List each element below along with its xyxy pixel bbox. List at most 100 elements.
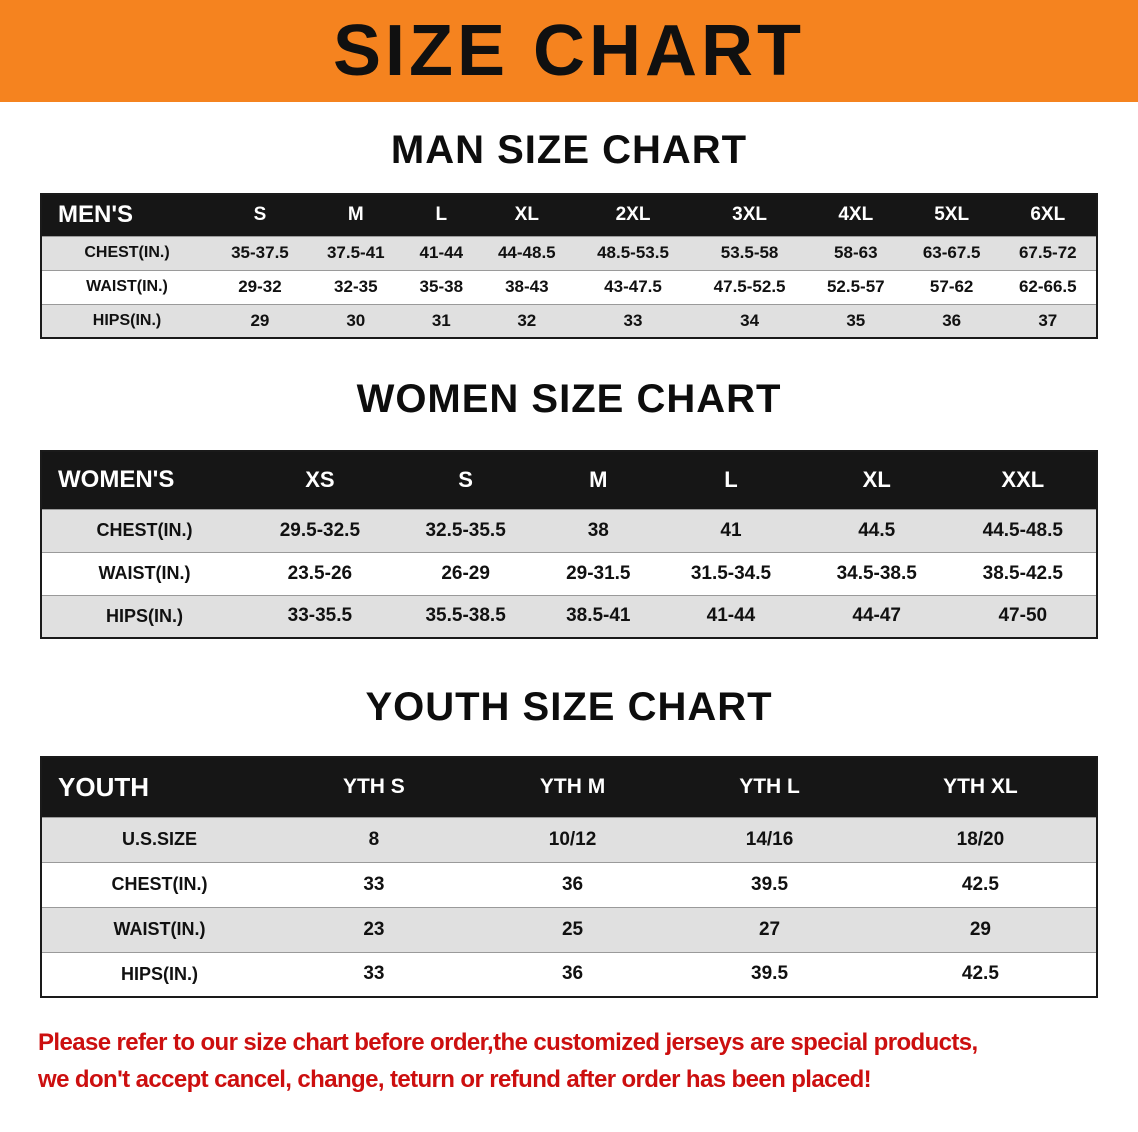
column-header: XL [514, 204, 539, 226]
size-value-cell: 38.5-42.5 [949, 551, 1097, 595]
table-header-row: YOUTH YTH S YTH M YTH L YTH XL [41, 757, 1097, 817]
size-value-cell: 34.5-38.5 [803, 551, 950, 595]
table-row: CHEST(IN.) 29.5-32.5 32.5-35.5 38 41 44.5 44.5… [41, 508, 1097, 552]
size-value-cell: 23 [277, 906, 471, 952]
size-value-cell: 63-67.5 [903, 235, 1000, 270]
size-value-cell: 44-48.5 [478, 235, 575, 270]
table-row: CHEST(IN.) 35-37.5 37.5-41 41-44 44-48.5 48.5… [41, 235, 1097, 270]
column-header: YTH XL [943, 775, 1018, 799]
column-header: M [347, 204, 364, 226]
mens-size-table: MEN'S S M L XL 2XL 3XL 4XL 5XL 6XL CHEST(IN.) 35-37… [40, 193, 1098, 339]
table-row: CHEST(IN.) 33 36 39.5 42.5 [41, 861, 1097, 907]
row-label: WAIST(IN.) [41, 269, 212, 304]
size-value-cell: 31.5-34.5 [658, 551, 804, 595]
youth-size-section: YOUTH SIZE CHART YOUTH YTH S YTH M YTH L YTH… [0, 685, 1138, 998]
size-value-cell: 33 [574, 303, 692, 338]
table-header-row: WOMEN'S XS S M L XL XXL [41, 451, 1097, 509]
row-label: CHEST(IN.) [41, 508, 247, 552]
size-value-cell: 29.5-32.5 [247, 508, 393, 552]
size-value-cell: 35-37.5 [212, 235, 308, 270]
size-value-cell: 32 [478, 303, 575, 338]
table-row: HIPS(IN.) 33-35.5 35.5-38.5 38.5-41 41-44 44-… [41, 594, 1097, 638]
man-size-section: MAN SIZE CHART MEN'S S M L XL 2XL 3XL 4XL 5XL 6XL… [0, 128, 1138, 339]
column-header: 5XL [934, 204, 970, 226]
column-header: YTH S [342, 775, 405, 799]
size-value-cell: 37 [999, 303, 1097, 338]
table-header-row: MEN'S S M L XL 2XL 3XL 4XL 5XL 6XL [41, 194, 1097, 236]
size-value-cell: 48.5-53.5 [574, 235, 692, 270]
column-header: L [724, 467, 738, 493]
size-value-cell: 34 [691, 303, 808, 338]
size-value-cell: 43-47.5 [574, 269, 692, 304]
size-value-cell: 44-47 [803, 594, 950, 638]
size-value-cell: 25 [470, 906, 675, 952]
size-value-cell: 23.5-26 [247, 551, 393, 595]
column-header: 2XL [615, 204, 651, 226]
size-value-cell: 35.5-38.5 [392, 594, 539, 638]
size-value-cell: 39.5 [674, 951, 865, 997]
size-value-cell: 39.5 [674, 861, 865, 907]
table-row: WAIST(IN.) 23 25 27 29 [41, 906, 1097, 952]
size-value-cell: 47.5-52.5 [691, 269, 808, 304]
size-value-cell: 26-29 [392, 551, 539, 595]
youth-size-table: YOUTH YTH S YTH M YTH L YTH XL U.S.SIZE 8 10/12… [40, 756, 1098, 998]
size-value-cell: 29 [212, 303, 308, 338]
size-value-cell: 31 [403, 303, 479, 338]
women-size-heading: WOMEN SIZE CHART [356, 377, 782, 421]
size-value-cell: 44.5-48.5 [949, 508, 1097, 552]
size-value-cell: 38-43 [478, 269, 575, 304]
size-value-cell: 47-50 [949, 594, 1097, 638]
size-value-cell: 41-44 [403, 235, 479, 270]
row-label: WAIST(IN.) [41, 906, 277, 952]
size-value-cell: 30 [307, 303, 404, 338]
column-header: XL [862, 467, 891, 493]
size-value-cell: 32-35 [307, 269, 404, 304]
table-corner-label: WOMEN'S [58, 466, 175, 494]
size-value-cell: 44.5 [803, 508, 950, 552]
row-label: HIPS(IN.) [41, 951, 277, 997]
column-header: S [458, 467, 473, 493]
size-value-cell: 58-63 [807, 235, 904, 270]
row-label: U.S.SIZE [41, 816, 277, 862]
size-value-cell: 33 [277, 861, 471, 907]
column-header: 3XL [732, 204, 767, 226]
size-value-cell: 38 [538, 508, 659, 552]
size-value-cell: 29-31.5 [538, 551, 659, 595]
disclaimer-text: Please refer to our size chart before or… [38, 1024, 1100, 1098]
table-corner-label: YOUTH [58, 771, 149, 802]
size-value-cell: 67.5-72 [999, 235, 1097, 270]
column-header: L [435, 204, 448, 226]
size-value-cell: 33-35.5 [247, 594, 393, 638]
table-row: WAIST(IN.) 29-32 32-35 35-38 38-43 43-47.5 47.… [41, 269, 1097, 304]
man-size-heading: MAN SIZE CHART [390, 128, 748, 172]
women-size-section: WOMEN SIZE CHART WOMEN'S XS S M L XL XXL CHEST(… [0, 377, 1138, 639]
size-value-cell: 27 [674, 906, 865, 952]
size-value-cell: 32.5-35.5 [392, 508, 539, 552]
size-value-cell: 29-32 [212, 269, 308, 304]
column-header: 6XL [1030, 204, 1066, 226]
table-row: U.S.SIZE 8 10/12 14/16 18/20 [41, 816, 1097, 862]
size-value-cell: 35 [807, 303, 904, 338]
column-header: M [589, 467, 608, 493]
size-value-cell: 62-66.5 [999, 269, 1097, 304]
row-label: CHEST(IN.) [41, 235, 212, 270]
size-value-cell: 10/12 [470, 816, 675, 862]
size-value-cell: 53.5-58 [691, 235, 808, 270]
page-title: SIZE CHART [333, 11, 805, 91]
table-row: HIPS(IN.) 33 36 39.5 42.5 [41, 951, 1097, 997]
size-value-cell: 29 [864, 906, 1097, 952]
size-value-cell: 35-38 [403, 269, 479, 304]
column-header: XS [305, 467, 335, 493]
size-value-cell: 57-62 [903, 269, 1000, 304]
size-value-cell: 36 [470, 861, 675, 907]
size-value-cell: 41 [658, 508, 804, 552]
column-header: S [253, 204, 267, 226]
youth-size-heading: YOUTH SIZE CHART [365, 685, 773, 729]
column-header: YTH L [739, 775, 800, 799]
size-value-cell: 18/20 [864, 816, 1097, 862]
size-value-cell: 8 [277, 816, 471, 862]
size-value-cell: 14/16 [674, 816, 865, 862]
size-value-cell: 38.5-41 [538, 594, 659, 638]
size-value-cell: 36 [470, 951, 675, 997]
